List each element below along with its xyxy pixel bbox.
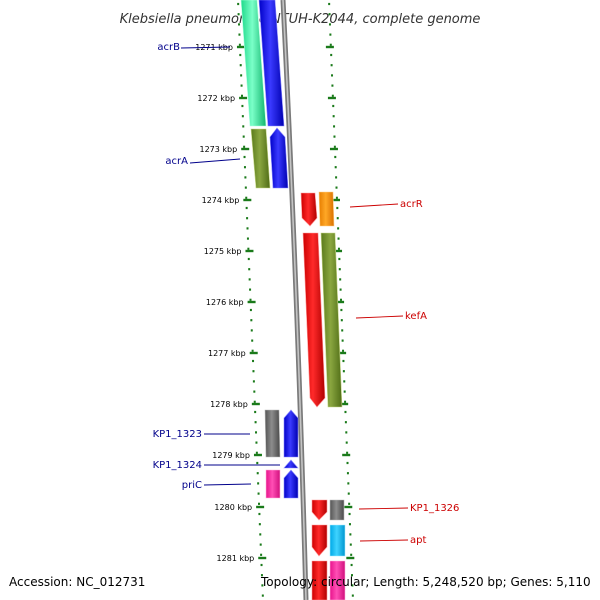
gene-apt-red[interactable] [311,524,328,557]
gene-priC-pink[interactable] [265,469,281,499]
label-leader-line [189,158,241,164]
gene-acrB-green[interactable] [240,0,267,127]
gene-acrA-blue[interactable] [269,127,289,189]
gene-label-acrr[interactable]: acrR [400,199,423,210]
label-leader-line [355,315,404,319]
label-leader-line [180,46,231,49]
gene-next-red[interactable] [311,560,328,600]
gene-KP1_1323-gray[interactable] [264,409,281,458]
reverse-genes [300,191,346,600]
tick-label: 1278 kbp [210,400,248,409]
gene-label-kp1-1326[interactable]: KP1_1326 [410,503,459,514]
gene-label-acra[interactable]: acrA [165,156,188,167]
label-leader-line [203,483,252,486]
label-leader-line [349,203,399,208]
tick-label: 1274 kbp [202,196,240,205]
gene-label-apt[interactable]: apt [410,535,426,546]
accession-text: Accession: NC_012731 [9,575,145,589]
gene-kefA-olive[interactable] [320,232,343,408]
tick-label: 1276 kbp [206,298,244,307]
tick-label: 1277 kbp [208,349,246,358]
gene-KP1_1326-red[interactable] [311,499,328,521]
topology-text: Topology: circular; Length: 5,248,520 bp… [260,575,591,589]
gene-labels: acrB acrA acrR kefA KP1_1323 KP1_1324 priC KP1_… [153,42,460,546]
label-leader-line [359,539,409,542]
gene-label-kp1-1324[interactable]: KP1_1324 [153,460,202,471]
backbone-arc [280,0,309,600]
gene-label-kefa[interactable]: kefA [405,311,427,322]
gene-KP1_1326-gray[interactable] [329,499,345,521]
gene-acrR-red[interactable] [300,192,318,227]
tick-label: 1272 kbp [197,94,235,103]
tick-label: 1275 kbp [204,247,242,256]
tick-scale [236,2,355,597]
genome-title: Klebsiella pneumoniae NTUH-K2044, comple… [120,12,481,27]
gene-label-kp1-1323[interactable]: KP1_1323 [153,429,202,440]
gene-next-pink[interactable] [329,560,346,600]
tick-label: 1279 kbp [212,451,250,460]
gene-kefA-red[interactable] [302,232,326,408]
gene-acrR-orange[interactable] [318,191,335,227]
gene-label-pric[interactable]: priC [182,480,202,491]
gene-acrA-olive[interactable] [250,128,271,189]
tick-label: 1273 kbp [200,145,238,154]
backbone-arc-highlight [282,0,307,600]
gene-label-acrb[interactable]: acrB [157,42,180,53]
gene-KP1_1324-blue[interactable] [283,459,299,469]
gene-apt-cyan[interactable] [329,524,346,557]
gene-acrB-blue[interactable] [258,0,285,127]
gene-KP1_1323-blue[interactable] [283,409,299,458]
forward-genes [240,0,299,499]
label-leader-line [358,507,409,510]
gene-priC-blue[interactable] [283,469,299,499]
tick-label: 1281 kbp [217,554,255,563]
tick-label: 1280 kbp [214,503,252,512]
